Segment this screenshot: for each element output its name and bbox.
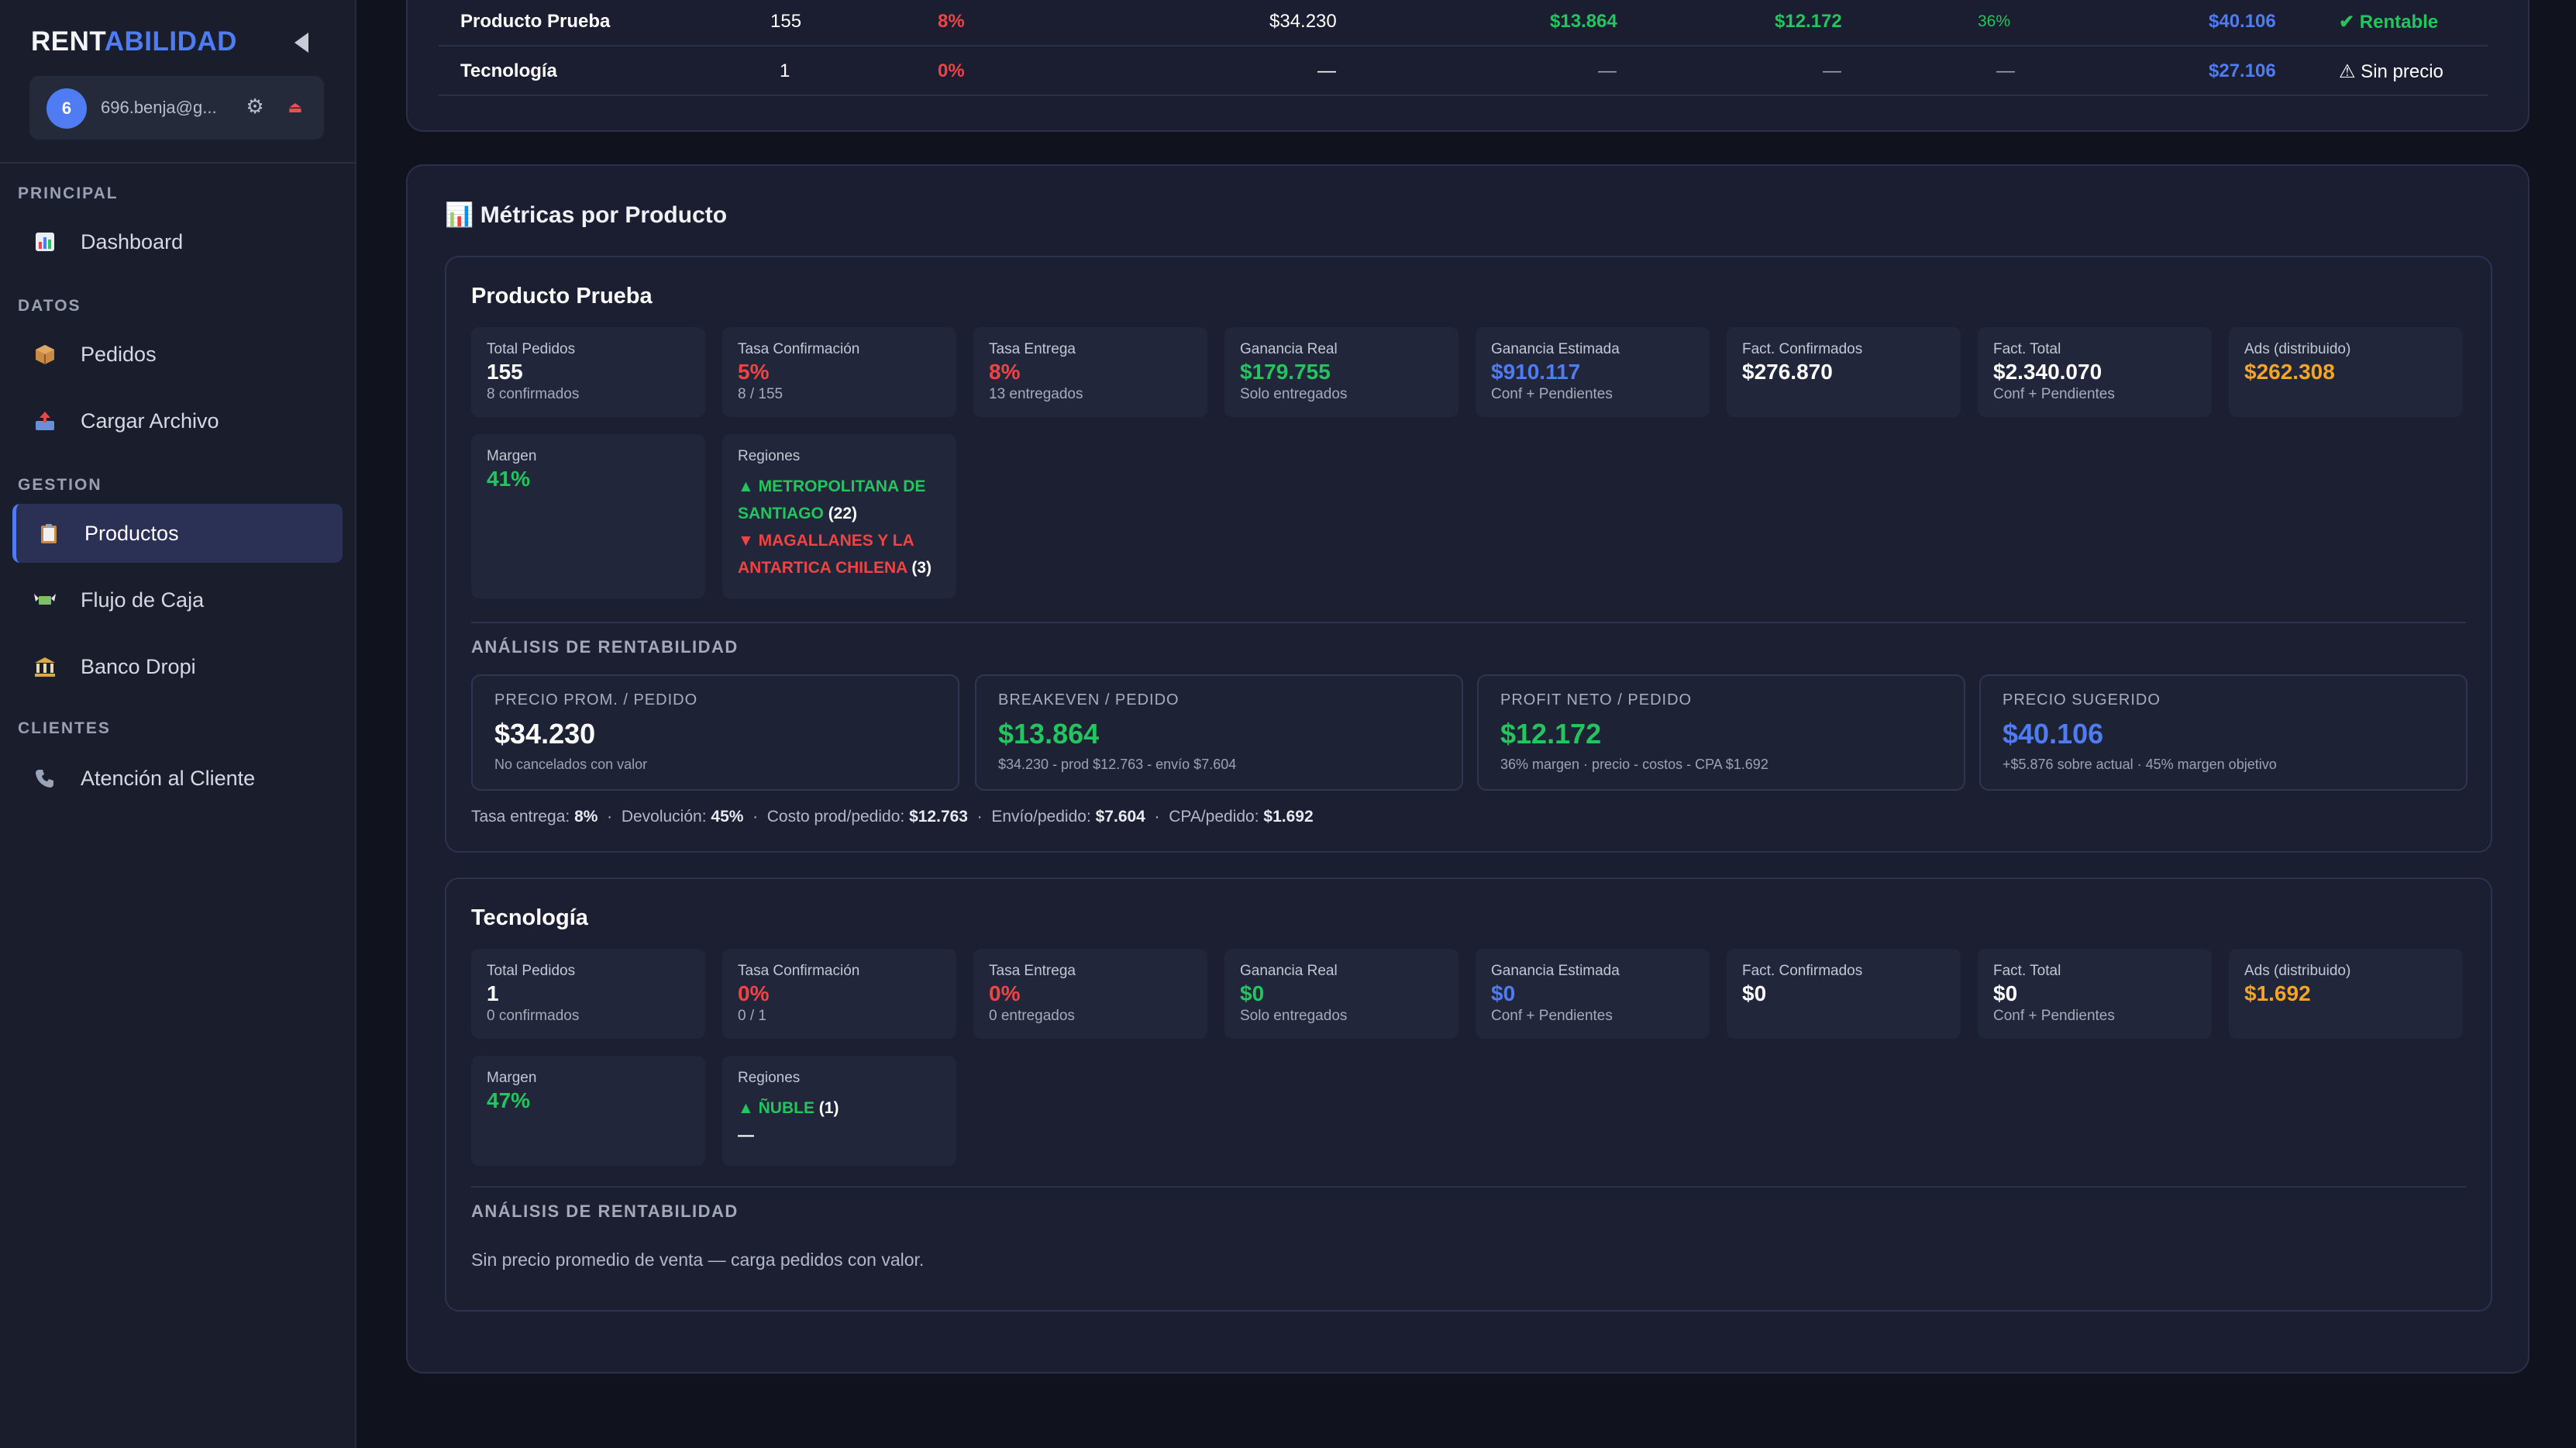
- metric-margen: Margen 47%: [471, 1056, 705, 1166]
- metric-fact-total: Fact. Total $0 Conf + Pendientes: [1978, 949, 2212, 1039]
- metric-ads-distribuido: Ads (distribuido) $262.308: [2229, 327, 2463, 417]
- gear-icon[interactable]: ⚙: [246, 95, 264, 119]
- sidebar-item-banco-dropi[interactable]: Banco Dropi: [12, 637, 343, 696]
- metric-ganancia-estimada: Ganancia Estimada $0 Conf + Pendientes: [1476, 949, 1710, 1039]
- section-datos: DATOS: [18, 297, 81, 315]
- row-rate: 8%: [938, 11, 965, 32]
- sidebar-item-cargar-archivo[interactable]: Cargar Archivo: [12, 391, 343, 450]
- summary-line: Tasa entrega: 8% · Devolución: 45% · Cos…: [471, 808, 1314, 826]
- collapse-sidebar-icon[interactable]: [294, 33, 308, 53]
- status-badge: ⚠ Sin precio: [2339, 61, 2443, 82]
- metric-ganancia-real: Ganancia Real $179.755 Solo entregados: [1224, 327, 1458, 417]
- eject-icon[interactable]: ⏏: [288, 98, 303, 116]
- row-breakeven: —: [1598, 60, 1617, 81]
- region-up: ▲ METROPOLITANA DE SANTIAGO: [738, 477, 926, 522]
- sidebar-item-atencion-cliente[interactable]: Atención al Cliente: [12, 749, 343, 808]
- product-name: Tecnología: [471, 905, 588, 930]
- metric-fact-confirmados: Fact. Confirmados $276.870: [1727, 327, 1961, 417]
- sidebar: RENTABILIDAD 6 696.benja@g... ⚙ ⏏ PRINCI…: [0, 0, 356, 1448]
- metric-tasa-entrega: Tasa Entrega 8% 13 entregados: [973, 327, 1207, 417]
- row-divider: [439, 95, 2488, 96]
- row-breakeven: $13.864: [1550, 11, 1617, 32]
- chart-icon: [34, 231, 65, 253]
- analysis-precio-promedio: PRECIO PROM. / PEDIDO $34.230 No cancela…: [471, 674, 959, 791]
- analysis-title: ANÁLISIS DE RENTABILIDAD: [471, 1201, 739, 1221]
- analysis-title: ANÁLISIS DE RENTABILIDAD: [471, 637, 739, 657]
- analysis-precio-sugerido: PRECIO SUGERIDO $40.106 +$5.876 sobre ac…: [1979, 674, 2468, 791]
- row-orders: 1: [780, 60, 790, 81]
- clipboard-icon: [38, 522, 69, 544]
- region-empty: —: [738, 1126, 754, 1144]
- row-margin: 36%: [1978, 12, 2011, 30]
- analysis-breakeven: BREAKEVEN / PEDIDO $13.864 $34.230 - pro…: [975, 674, 1463, 791]
- row-suggested: $27.106: [2209, 60, 2276, 81]
- section-title: 📊 Métricas por Producto: [445, 202, 728, 228]
- metric-regiones: Regiones ▲ ÑUBLE (1) —: [722, 1056, 956, 1166]
- divider: [471, 1186, 2466, 1188]
- metric-tasa-confirmacion: Tasa Confirmación 0% 0 / 1: [722, 949, 956, 1039]
- row-profit: —: [1823, 60, 1841, 81]
- metric-fact-total: Fact. Total $2.340.070 Conf + Pendientes: [1978, 327, 2212, 417]
- sidebar-item-pedidos[interactable]: Pedidos: [12, 325, 343, 384]
- row-name: Tecnología: [460, 60, 557, 81]
- product-card-tecnologia: Tecnología Total Pedidos 1 0 confirmados…: [445, 877, 2492, 1312]
- metrics-card: 📊 Métricas por Producto Producto Prueba …: [406, 164, 2530, 1374]
- region-list: ▲ METROPOLITANA DE SANTIAGO (22) ▼ MAGAL…: [738, 473, 955, 581]
- row-rate: 0%: [938, 60, 965, 81]
- sidebar-item-dashboard[interactable]: Dashboard: [12, 212, 343, 271]
- divider: [0, 162, 356, 164]
- metric-ads-distribuido: Ads (distribuido) $1.692: [2229, 949, 2463, 1039]
- analysis-profit-neto: PROFIT NETO / PEDIDO $12.172 36% margen …: [1477, 674, 1965, 791]
- metric-total-pedidos: Total Pedidos 1 0 confirmados: [471, 949, 705, 1039]
- metric-tasa-entrega: Tasa Entrega 0% 0 entregados: [973, 949, 1207, 1039]
- region-list: ▲ ÑUBLE (1) —: [738, 1095, 955, 1149]
- region-count: (3): [911, 559, 932, 577]
- inbox-upload-icon: [34, 410, 65, 432]
- row-profit: $12.172: [1775, 11, 1842, 32]
- region-up: ▲ ÑUBLE: [738, 1099, 814, 1117]
- user-card: 6 696.benja@g... ⚙ ⏏: [29, 76, 324, 140]
- sidebar-item-flujo-caja[interactable]: Flujo de Caja: [12, 571, 343, 629]
- row-suggested: $40.106: [2209, 11, 2276, 32]
- metric-margen: Margen 41%: [471, 434, 705, 598]
- region-down: ▼ MAGALLANES Y LA ANTARTICA CHILENA: [738, 532, 914, 577]
- metric-fact-confirmados: Fact. Confirmados $0: [1727, 949, 1961, 1039]
- phone-icon: [34, 767, 65, 789]
- row-margin: —: [1996, 60, 2015, 81]
- region-count: (22): [828, 505, 858, 522]
- metric-total-pedidos: Total Pedidos 155 8 confirmados: [471, 327, 705, 417]
- metric-ganancia-estimada: Ganancia Estimada $910.117 Conf + Pendie…: [1476, 327, 1710, 417]
- sidebar-item-productos[interactable]: Productos: [12, 504, 343, 563]
- row-name: Producto Prueba: [460, 11, 611, 32]
- section-principal: PRINCIPAL: [18, 184, 119, 202]
- metric-regiones: Regiones ▲ METROPOLITANA DE SANTIAGO (22…: [722, 434, 956, 598]
- avatar[interactable]: 6: [46, 88, 87, 129]
- row-orders: 155: [770, 11, 802, 32]
- row-price: —: [1317, 60, 1336, 81]
- metric-ganancia-real: Ganancia Real $0 Solo entregados: [1224, 949, 1458, 1039]
- bank-icon: [34, 656, 65, 677]
- region-count: (1): [818, 1099, 839, 1117]
- product-card-producto-prueba: Producto Prueba Total Pedidos 155 8 conf…: [445, 256, 2492, 853]
- package-icon: [34, 343, 65, 365]
- section-gestion: GESTION: [18, 476, 102, 494]
- user-email: 696.benja@g...: [101, 98, 217, 117]
- section-clientes: CLIENTES: [18, 719, 111, 737]
- money-wings-icon: [34, 589, 65, 611]
- analysis-row: PRECIO PROM. / PEDIDO $34.230 No cancela…: [471, 674, 2486, 791]
- status-badge: ✔ Rentable: [2339, 12, 2439, 33]
- product-name: Producto Prueba: [471, 284, 653, 309]
- row-price: $34.230: [1269, 11, 1337, 32]
- row-divider: [439, 45, 2488, 47]
- analysis-empty-message: Sin precio promedio de venta — carga ped…: [471, 1250, 925, 1270]
- divider: [471, 622, 2466, 623]
- products-table-card: Producto Prueba 155 8% $34.230 $13.864 $…: [406, 0, 2530, 132]
- metric-tasa-confirmacion: Tasa Confirmación 5% 8 / 155: [722, 327, 956, 417]
- app-logo: RENTABILIDAD: [31, 26, 237, 57]
